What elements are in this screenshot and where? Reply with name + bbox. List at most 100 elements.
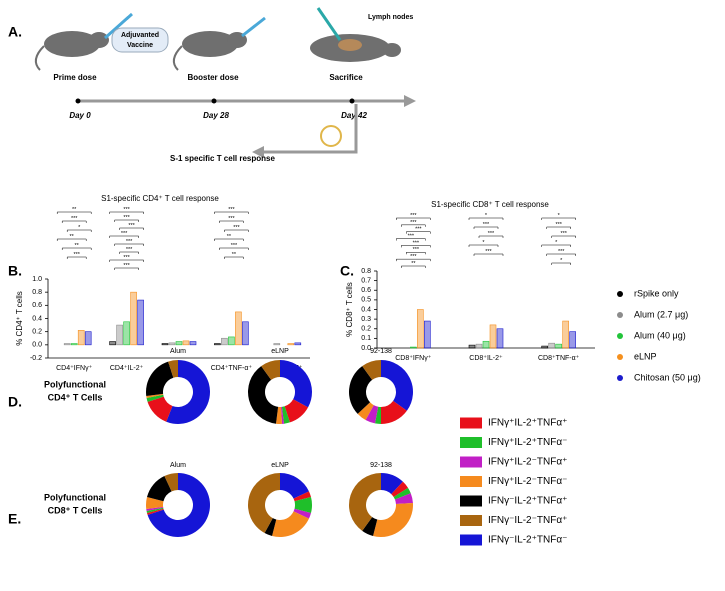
legend-label: IFNγ⁻IL-2⁻TNFα⁺ xyxy=(488,515,567,526)
significance-bracket xyxy=(56,238,87,241)
bar xyxy=(137,299,144,346)
x-tick-label: CD8⁺TNF-α⁺ xyxy=(538,355,580,362)
donut-slice xyxy=(272,511,309,537)
x-tick-label: CD4⁺IFNγ⁺ xyxy=(56,365,92,372)
donut-slice xyxy=(362,360,381,380)
bar xyxy=(109,341,116,346)
y-tick-label: 0.4 xyxy=(32,315,42,322)
significance-label: *** xyxy=(231,243,238,249)
x-tick-label: CD4⁺IL-2⁺ xyxy=(110,365,144,372)
donut-slice xyxy=(168,360,178,378)
legend-swatch xyxy=(460,495,482,507)
significance-label: *** xyxy=(483,222,490,228)
donut-slice xyxy=(381,473,403,495)
significance-bracket xyxy=(66,256,87,259)
step-name: Booster dose xyxy=(187,73,239,82)
syringe xyxy=(241,16,266,38)
panel-label: C. xyxy=(340,263,354,279)
significance-label: *** xyxy=(123,255,130,261)
significance-label: * xyxy=(560,258,563,264)
donut-slice xyxy=(147,473,211,537)
scalpel xyxy=(316,7,342,41)
panel-label: D. xyxy=(8,394,22,410)
cell-icon xyxy=(320,125,342,147)
legend-label: Alum (40 μg) xyxy=(634,330,686,340)
significance-label: *** xyxy=(126,247,133,253)
significance-bracket xyxy=(214,238,244,241)
donut-title: eLNP xyxy=(271,462,289,469)
legend-label: eLNP xyxy=(634,351,657,361)
x-tick-label: CD8⁺IFNγ⁺ xyxy=(395,355,431,362)
significance-label: *** xyxy=(408,234,415,240)
donut-slice xyxy=(146,497,164,510)
legend-label: Chitosan (50 μg) xyxy=(634,372,701,382)
bar xyxy=(168,342,176,346)
donut-slice xyxy=(375,406,381,424)
significance-label: *** xyxy=(121,231,128,237)
significance-bracket xyxy=(541,217,576,220)
bar xyxy=(235,311,242,346)
significance-label: *** xyxy=(233,225,240,231)
donut-slice xyxy=(373,502,413,537)
donut-slice xyxy=(147,476,172,502)
panel-label: E. xyxy=(8,511,21,527)
significance-bracket xyxy=(546,226,571,229)
x-tick-label: CD8⁺IL-2⁺ xyxy=(469,355,503,362)
significance-bracket xyxy=(406,252,426,255)
significance-label: ** xyxy=(232,252,237,258)
y-axis-label: % CD8⁺ T cells xyxy=(345,282,354,337)
significance-bracket xyxy=(224,229,249,232)
significance-label: *** xyxy=(123,215,130,221)
legend-label: rSpike only xyxy=(634,288,679,298)
row-label: CD4⁺ T Cells xyxy=(48,392,103,402)
donut-slice xyxy=(293,491,311,502)
donut-slice xyxy=(349,366,373,414)
donut-slice xyxy=(147,396,173,422)
y-tick-label: 0.7 xyxy=(361,277,371,284)
significance-bracket xyxy=(219,220,244,223)
bar xyxy=(489,324,497,349)
bar xyxy=(189,341,197,346)
legend-label: IFNγ⁺IL-2⁻TNFα⁻ xyxy=(488,476,567,487)
significance-bracket xyxy=(66,229,92,232)
bar xyxy=(228,336,235,346)
significance-label: *** xyxy=(71,216,78,222)
response-arrow xyxy=(262,104,358,154)
y-tick-label: 0.2 xyxy=(32,329,42,336)
significance-label: *** xyxy=(123,263,130,269)
donut-slice xyxy=(280,473,309,499)
significance-label: *** xyxy=(413,240,420,246)
row-label: Polyfunctional xyxy=(44,379,106,389)
significance-bracket xyxy=(114,267,139,270)
mouse-icons xyxy=(34,31,401,71)
legend-marker xyxy=(617,333,623,339)
bar xyxy=(63,343,71,346)
donut-slice xyxy=(393,487,411,500)
donut-slice xyxy=(146,393,164,398)
legend-marker xyxy=(617,354,623,360)
donut-slice xyxy=(394,493,413,505)
significance-label: *** xyxy=(228,216,235,222)
legend-swatch xyxy=(460,476,482,487)
bar xyxy=(84,331,92,346)
significance-label: *** xyxy=(560,231,567,237)
y-tick-label: -0.2 xyxy=(30,355,42,362)
donut-slice xyxy=(391,481,409,497)
bar xyxy=(182,340,190,346)
bar xyxy=(287,343,295,346)
significance-bracket xyxy=(396,217,431,220)
y-tick-label: 0.0 xyxy=(32,342,42,349)
legend-swatch xyxy=(460,417,482,429)
bar xyxy=(116,324,123,346)
y-axis-label: % CD4⁺ T cells xyxy=(15,291,24,346)
vaccine-label: Vaccine xyxy=(127,42,153,49)
legend-label: IFNγ⁻IL-2⁺TNFα⁺ xyxy=(488,496,567,507)
significance-label: *** xyxy=(73,252,80,258)
donut-slice xyxy=(362,517,378,536)
panel-label: A. xyxy=(8,24,22,40)
bar xyxy=(541,345,548,349)
vaccine-bubble xyxy=(111,27,169,53)
step-day: Day 0 xyxy=(69,111,91,120)
syringe xyxy=(104,12,133,40)
